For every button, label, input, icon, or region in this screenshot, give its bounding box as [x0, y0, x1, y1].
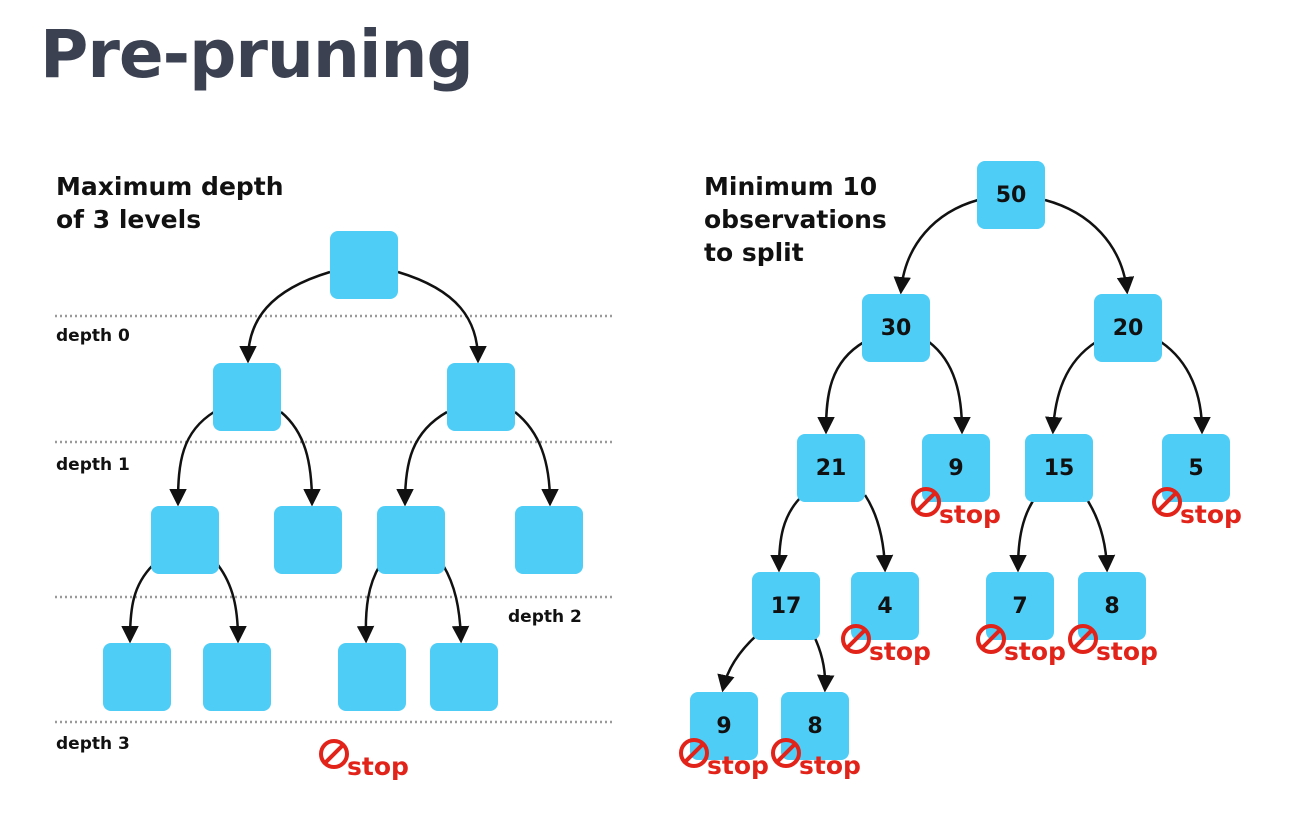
- tree-edge-arrow: [770, 494, 804, 573]
- tree-edge-arrow: [396, 410, 448, 507]
- tree-edge-arrow: [928, 341, 971, 435]
- left-tree-node: [274, 506, 342, 574]
- node-30: 30: [862, 294, 930, 362]
- tree-edge-arrow: [1044, 198, 1135, 295]
- tree-edge-arrow: [441, 564, 470, 644]
- left-caption-line2: of 3 levels: [56, 205, 202, 234]
- node-8-leaf-stopped: 8: [781, 692, 849, 760]
- right-caption: Minimum 10 observations to split: [704, 170, 887, 269]
- left-caption: Maximum depth of 3 levels: [56, 170, 284, 236]
- left-tree-node: [213, 363, 281, 431]
- left-tree-node: [430, 643, 498, 711]
- tree-edge-arrow: [1082, 494, 1116, 573]
- node-9-stopped: 9: [922, 434, 990, 502]
- tree-edge-arrow: [169, 410, 215, 507]
- left-tree-node: [515, 506, 583, 574]
- right-caption-line2: observations: [704, 205, 887, 234]
- node-8-stopped: 8: [1078, 572, 1146, 640]
- tree-edge-arrow: [356, 564, 382, 644]
- node-7-stopped: 7: [986, 572, 1054, 640]
- tree-edge-arrow: [717, 633, 759, 693]
- node-4-stopped: 4: [851, 572, 919, 640]
- page-title: Pre-pruning: [40, 16, 474, 93]
- right-caption-line1: Minimum 10: [704, 172, 878, 201]
- node-15: 15: [1025, 434, 1093, 502]
- tree-edge-arrow: [1160, 340, 1211, 435]
- tree-edge-arrow: [811, 633, 835, 693]
- node-21: 21: [797, 434, 865, 502]
- tree-edge-arrow: [817, 340, 865, 435]
- tree-edge-arrow: [216, 564, 247, 644]
- tree-edge-arrow: [239, 270, 331, 364]
- tree-edge-arrow: [397, 270, 487, 364]
- node-17: 17: [752, 572, 820, 640]
- depth-3-label: depth 3: [56, 734, 130, 754]
- tree-edge-arrow: [893, 198, 979, 295]
- left-tree-node: [338, 643, 406, 711]
- node-20: 20: [1094, 294, 1162, 362]
- tree-edge-arrow: [1009, 494, 1039, 573]
- tree-edge-arrow: [514, 411, 559, 507]
- left-tree-node: [151, 506, 219, 574]
- depth-1-label: depth 1: [56, 455, 130, 475]
- node-9-leaf-stopped: 9: [690, 692, 758, 760]
- left-tree-node: [447, 363, 515, 431]
- left-tree-node: [203, 643, 271, 711]
- right-caption-line3: to split: [704, 238, 804, 267]
- tree-edge-arrow: [280, 411, 321, 507]
- node-50: 50: [977, 161, 1045, 229]
- left-tree-node: [377, 506, 445, 574]
- left-tree-node: [103, 643, 171, 711]
- node-5-stopped: 5: [1162, 434, 1230, 502]
- tree-edge-arrow: [121, 564, 154, 644]
- depth-2-label: depth 2: [508, 607, 582, 627]
- left-caption-line1: Maximum depth: [56, 172, 284, 201]
- tree-edge-arrow: [1045, 340, 1097, 435]
- tree-edge-arrow: [863, 494, 894, 573]
- depth-0-label: depth 0: [56, 326, 130, 346]
- left-tree-root-node: [330, 231, 398, 299]
